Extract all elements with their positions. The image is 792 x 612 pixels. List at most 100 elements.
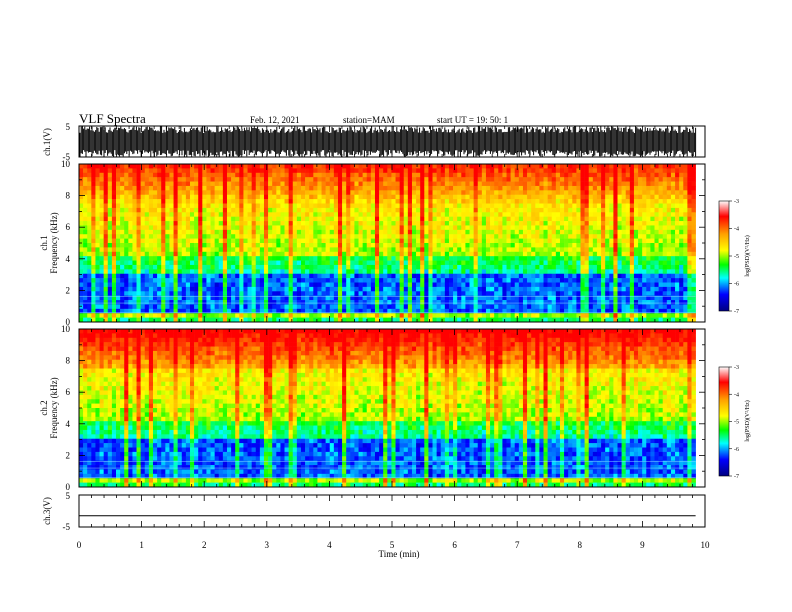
ch1-spectrogram-cell [588, 194, 594, 200]
ch1-spectrogram-cell [383, 278, 388, 283]
ch1-spectrogram-cell [469, 308, 474, 314]
ch1-spectrogram-cell [547, 256, 553, 261]
ch1-spectrogram-cell [605, 168, 610, 174]
ch1-spectrogram-cell [559, 164, 565, 169]
ch1-spectrogram-cell [592, 203, 598, 209]
ch1-spectrogram-cell [580, 212, 585, 217]
ch1-spectrogram-cell [448, 190, 454, 196]
ch1-spectrogram-cell [609, 225, 614, 231]
ch1-spectrogram-cell [305, 216, 310, 222]
ch1-spectrogram-cell [95, 221, 100, 226]
ch1-spectrogram-cell [617, 247, 622, 253]
ch1-spectrogram-cell [469, 168, 474, 174]
ch1-spectrogram-cell [276, 234, 281, 239]
ch1-spectrogram-cell [399, 313, 405, 318]
ch1-spectrogram-cell [161, 203, 166, 209]
ch1-spectrogram-cell [518, 164, 524, 169]
ch1-spectrogram-cell [337, 300, 343, 305]
ch1-spectrogram-cell [161, 199, 166, 204]
ch1-spectrogram-cell [366, 317, 372, 323]
ch1-spectrogram-cell [87, 177, 92, 182]
ch1-spectrogram-cell [465, 203, 470, 209]
ch1-spectrogram-cell [148, 190, 154, 196]
ch1-spectrogram-cell [189, 164, 195, 169]
ch1-spectrogram-cell [235, 313, 240, 318]
ch1-spectrogram-cell [354, 185, 359, 191]
ch1-spectrogram-cell [288, 300, 294, 305]
ch1-spectrogram-cell [518, 295, 524, 301]
ch1-spectrogram-cell [222, 199, 228, 204]
ch1-spectrogram-cell [210, 172, 215, 178]
ch1-spectrogram-cell [379, 225, 384, 231]
ch1-spectrogram-cell [444, 168, 450, 174]
ch1-spectrogram-cell [313, 269, 318, 275]
ch1-spectrogram-cell [477, 177, 483, 182]
ch1-spectrogram-cell [128, 304, 133, 310]
ch1-spectrogram-cell [152, 269, 158, 275]
ch1-spectrogram-cell [214, 308, 220, 314]
ch1-spectrogram-cell [206, 269, 211, 275]
ch1-spectrogram-cell [613, 172, 618, 178]
ch1-spectrogram-cell [605, 286, 610, 292]
ch1-spectrogram-cell [116, 194, 121, 200]
ch1-spectrogram-cell [305, 225, 310, 231]
ch1-spectrogram-cell [189, 278, 195, 283]
ch1-spectrogram-cell [272, 243, 277, 248]
ch1-spectrogram-cell [547, 172, 553, 178]
ch1-spectrogram-cell [522, 308, 528, 314]
ch1-spectrogram-cell [354, 225, 359, 231]
ch1-spectrogram-cell [592, 264, 598, 270]
ch1-spectrogram-cell [148, 229, 154, 235]
ch1-spectrogram-cell [280, 291, 285, 296]
ch1-spectrogram-cell [342, 212, 347, 217]
ch1-spectrogram-cell [502, 286, 507, 292]
ch1-spectrogram-cell [83, 304, 88, 310]
ch1-spectrogram-cell [206, 225, 211, 231]
ch1-spectrogram-cell [362, 181, 368, 187]
ch1-spectrogram-cell [198, 256, 203, 261]
ch1-spectrogram-cell [555, 269, 561, 275]
ch1-spectrogram-cell [337, 291, 343, 296]
ch1-spectrogram-cell [473, 247, 479, 253]
ch1-spectrogram-cell [169, 256, 174, 261]
ch1-spectrogram-cell [300, 216, 306, 222]
ch1-spectrogram-cell [551, 251, 557, 257]
ch1-spectrogram-cell [346, 273, 351, 279]
ch1-spectrogram-cell [576, 260, 581, 266]
ch1-spectrogram-cell [362, 291, 368, 296]
ch1-spectrogram-cell [461, 164, 466, 169]
ch1-spectrogram-cell [181, 203, 187, 209]
ch1-spectrogram-cell [189, 199, 195, 204]
ch1-spectrogram-cell [568, 203, 573, 209]
ch1-spectrogram-cell [625, 212, 631, 217]
ch1-spectrogram-cell [522, 168, 528, 174]
ch1-spectrogram-cell [531, 194, 536, 200]
ch1-spectrogram-cell [498, 168, 503, 174]
ch1-spectrogram-cell [535, 207, 540, 213]
ch1-spectrogram-cell [457, 207, 462, 213]
ch1-spectrogram-cell [329, 264, 335, 270]
ch1-spectrogram-cell [416, 269, 421, 275]
ch1-spectrogram-cell [473, 238, 479, 244]
ch1-spectrogram-cell [247, 295, 252, 301]
ch1-spectrogram-cell [300, 225, 306, 231]
ch1-spectrogram-cell [239, 278, 244, 283]
ch1-spectrogram-cell [148, 273, 154, 279]
ch1-spectrogram-cell [243, 317, 248, 323]
ch1-spectrogram-cell [448, 273, 454, 279]
ch1-spectrogram-cell [276, 256, 281, 261]
ch1-spectrogram-cell [448, 264, 454, 270]
ch1-spectrogram-cell [140, 304, 146, 310]
ch1-spectrogram-cell [629, 251, 635, 257]
ch1-spectrogram-cell [300, 181, 306, 187]
ch1-spectrogram-cell [543, 168, 548, 174]
ch1-spectrogram-cell [185, 221, 191, 226]
ch1-spectrogram-cell [576, 229, 581, 235]
ch1-spectrogram-cell [407, 273, 413, 279]
ch1-spectrogram-cell [152, 229, 158, 235]
ch1-spectrogram-cell [79, 317, 84, 323]
ch1-spectrogram-cell [173, 260, 178, 266]
ch1-spectrogram-cell [395, 238, 400, 244]
ch1-spectrogram-cell [440, 225, 446, 231]
ch1-spectrogram-cell [564, 194, 569, 200]
